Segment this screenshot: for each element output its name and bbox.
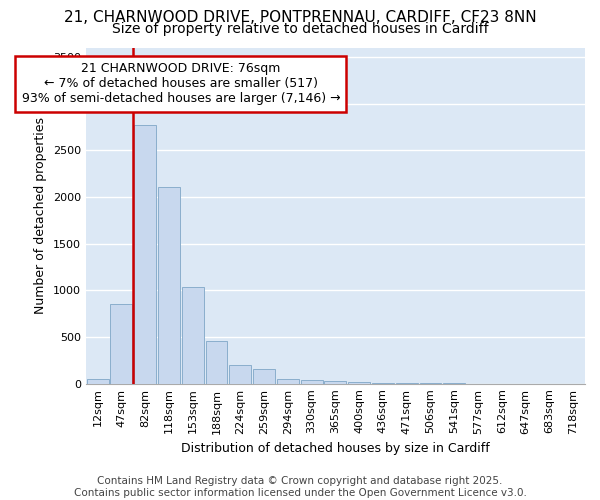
Text: 21, CHARNWOOD DRIVE, PONTPRENNAU, CARDIFF, CF23 8NN: 21, CHARNWOOD DRIVE, PONTPRENNAU, CARDIF… <box>64 10 536 25</box>
Text: Contains HM Land Registry data © Crown copyright and database right 2025.
Contai: Contains HM Land Registry data © Crown c… <box>74 476 526 498</box>
Bar <box>229 364 251 384</box>
Bar <box>325 382 346 384</box>
Text: Size of property relative to detached houses in Cardiff: Size of property relative to detached ho… <box>112 22 488 36</box>
Bar <box>110 304 133 384</box>
Bar <box>182 286 203 384</box>
Bar <box>86 378 109 384</box>
Bar <box>206 340 227 384</box>
Bar <box>253 369 275 384</box>
Bar <box>372 382 394 384</box>
X-axis label: Distribution of detached houses by size in Cardiff: Distribution of detached houses by size … <box>181 442 490 455</box>
Bar <box>301 380 323 384</box>
Bar <box>158 186 180 384</box>
Bar <box>277 378 299 384</box>
Bar <box>134 124 156 384</box>
Y-axis label: Number of detached properties: Number of detached properties <box>34 117 47 314</box>
Text: 21 CHARNWOOD DRIVE: 76sqm
← 7% of detached houses are smaller (517)
93% of semi-: 21 CHARNWOOD DRIVE: 76sqm ← 7% of detach… <box>22 62 340 106</box>
Bar <box>348 382 370 384</box>
